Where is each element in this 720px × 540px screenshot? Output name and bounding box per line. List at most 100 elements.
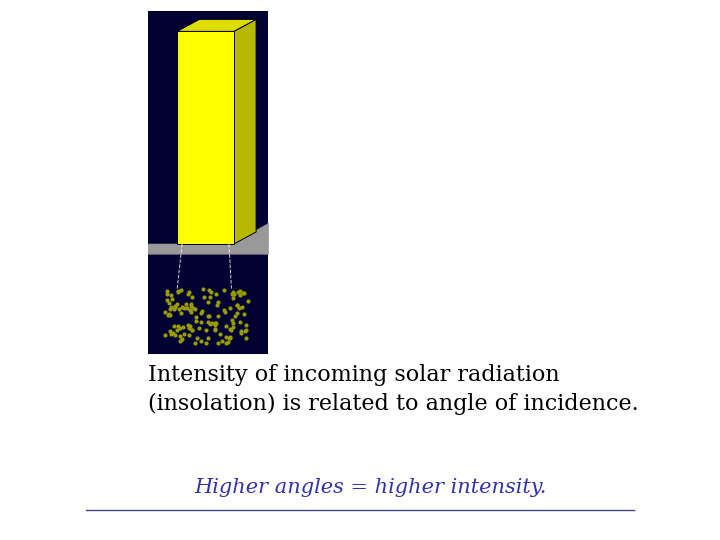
Point [171,326,182,335]
Bar [148,11,269,354]
Text: Intensity of incoming solar radiation
(insolation) is related to angle of incide: Intensity of incoming solar radiation (i… [148,364,639,415]
Point [180,300,192,308]
Point [174,337,186,346]
Point [176,302,187,311]
Point [194,323,205,332]
Polygon shape [234,19,256,244]
Point [203,312,215,320]
Point [240,320,252,329]
Point [174,323,186,332]
Point [162,311,174,320]
Point [210,289,222,298]
Point [227,323,238,332]
Text: Higher angles = higher intensity.: Higher angles = higher intensity. [194,478,546,497]
Point [184,324,195,333]
Point [222,338,234,346]
Point [234,286,246,295]
Point [186,326,198,334]
Polygon shape [148,224,269,254]
Point [238,288,249,297]
Point [228,289,240,298]
Point [172,287,184,296]
Point [167,329,179,338]
Point [200,326,212,334]
Point [226,290,238,299]
Point [232,288,243,297]
Point [202,334,213,342]
Point [175,286,186,295]
Point [231,309,243,318]
Point [186,307,197,316]
Point [235,328,247,337]
Point [172,321,184,330]
Point [202,298,214,306]
Point [205,288,217,296]
Point [160,308,171,316]
Point [238,310,250,319]
Point [166,303,177,312]
Point [161,290,173,299]
Point [227,293,238,302]
Point [176,334,187,343]
Point [240,334,251,343]
Point [169,303,181,312]
Point [192,334,203,342]
Point [227,315,238,324]
Point [164,327,176,335]
Point [237,289,248,298]
Point [176,309,187,318]
Point [189,305,201,313]
Point [204,292,216,301]
Point [210,319,222,328]
Point [195,318,207,326]
Point [184,321,196,330]
Point [215,329,226,338]
Point [232,301,243,309]
Point [227,319,238,327]
Point [235,327,247,335]
Point [166,294,178,303]
Point [185,300,197,309]
Point [196,307,207,315]
Point [218,286,230,294]
Point [220,321,232,330]
Point [210,325,221,334]
Point [175,332,186,340]
Point [212,301,223,310]
Point [179,303,190,312]
Point [209,326,220,335]
Point [228,290,239,299]
Point [160,330,171,339]
Point [195,308,207,317]
Point [195,336,207,345]
Point [223,334,235,342]
Point [220,339,232,347]
Point [183,321,194,329]
Point [218,306,230,314]
Point [168,305,180,313]
Point [224,325,235,333]
Point [168,330,180,339]
Point [168,322,180,330]
Point [161,286,172,295]
Polygon shape [177,19,256,31]
Point [217,337,228,346]
Point [166,291,177,299]
Point [190,312,202,321]
Point [210,319,221,328]
Point [236,303,248,312]
Point [163,299,174,308]
Point [179,330,190,339]
Point [240,325,252,334]
Point [229,312,240,320]
Point [202,312,213,321]
Point [219,308,230,316]
Point [231,301,243,309]
Point [204,320,216,328]
Point [187,303,199,312]
Point [173,287,184,295]
Point [242,296,253,305]
Point [191,316,202,325]
Point [212,338,224,347]
Point [186,292,197,301]
